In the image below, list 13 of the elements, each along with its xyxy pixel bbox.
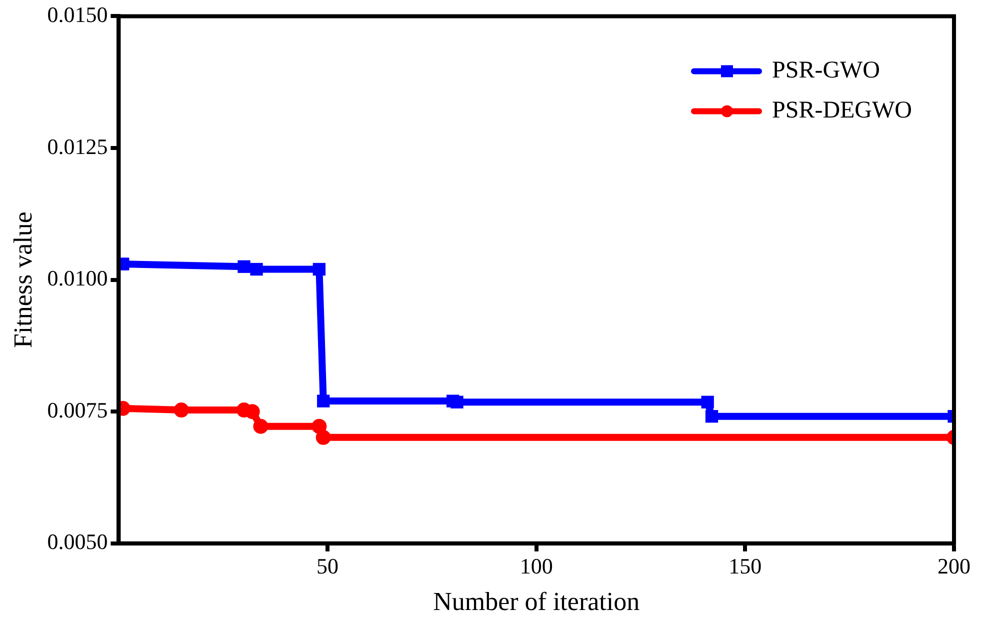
y-tick-label: 0.0125 <box>47 134 108 159</box>
x-tick-label: 200 <box>938 553 970 578</box>
y-axis-title: Fitness value <box>8 212 38 348</box>
legend-label: PSR-DEGWO <box>772 97 912 124</box>
legend-label: PSR-GWO <box>772 57 880 84</box>
y-tick-label: 0.0075 <box>47 397 108 422</box>
x-axis-title: Number of iteration <box>433 587 640 616</box>
y-tick-label: 0.0050 <box>47 529 108 554</box>
x-tick-label: 100 <box>520 553 553 578</box>
x-tick-label: 50 <box>316 553 339 578</box>
y-tick-label: 0.0100 <box>47 266 108 291</box>
x-tick-label: 150 <box>728 553 762 578</box>
y-tick-label: 0.0150 <box>47 2 108 27</box>
